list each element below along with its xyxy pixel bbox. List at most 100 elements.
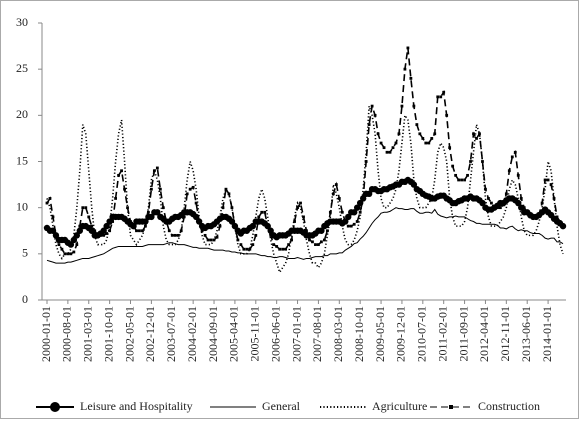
x-tick-label: 2000-08-01 [60,306,74,362]
y-tick-label: 20 [16,107,28,121]
point [60,247,64,251]
point [123,187,126,191]
point [518,204,525,211]
point [212,238,216,242]
point [320,240,323,244]
point [245,247,249,251]
x-tick-label: 2013-06-01 [519,306,533,362]
point [531,215,535,219]
point [191,185,195,189]
x-tick-label: 2010-07-01 [415,306,429,362]
point [278,247,282,251]
point [224,187,228,191]
point [433,132,437,136]
point [430,137,434,140]
point [445,113,449,117]
point [302,215,305,219]
point [351,209,358,216]
point [311,240,314,244]
point [418,132,422,136]
x-tick-label: 2004-02-01 [185,306,199,362]
point [70,236,78,244]
point [540,201,544,205]
y-tick-label: 0 [22,292,28,306]
legend-label: Construction [478,399,540,413]
point [148,213,155,221]
point [90,224,94,228]
point [334,183,338,186]
point [66,252,70,256]
point [501,203,505,207]
point [75,243,79,246]
point [385,150,389,154]
point [382,146,386,150]
x-tick-label: 2005-04-01 [227,306,241,362]
point [546,178,550,182]
point [492,206,496,210]
point [185,192,189,196]
x-tick-label: 2009-12-01 [394,306,408,362]
point [161,206,165,210]
point [179,229,183,233]
y-tick-label: 10 [16,199,28,213]
point [275,245,279,248]
point [48,197,52,200]
point [516,173,520,177]
point [490,201,493,205]
point [102,233,106,237]
legend-marker [449,405,453,409]
x-tick-label: 2008-10-01 [352,306,366,362]
y-tick-label: 30 [16,15,28,29]
point [328,210,332,214]
point [167,229,171,233]
point [442,90,446,94]
point [498,206,502,210]
point [78,224,82,228]
point [519,197,523,200]
point [421,137,425,140]
point [227,192,231,196]
point [534,215,538,219]
point [561,224,565,228]
point [266,224,270,228]
point [126,206,129,210]
legend-marker [50,402,60,412]
x-tick-label: 2011-02-01 [435,306,449,362]
y-tick-label: 15 [16,153,28,167]
point [188,187,192,191]
point [510,155,514,159]
point [481,160,484,163]
point [99,233,103,237]
point [155,166,159,170]
point [331,192,335,196]
point [200,229,204,233]
point [448,146,452,150]
point [63,252,67,256]
legend-label: Leisure and Hospitality [80,399,193,413]
point [206,238,210,242]
point [114,197,118,200]
point [346,224,350,228]
point [87,215,91,219]
point [466,173,469,177]
point [194,201,198,205]
x-tick-label: 2008-03-01 [331,306,345,362]
point [251,243,255,246]
point [293,220,296,223]
point [376,132,380,136]
point [51,215,55,219]
x-tick-label: 2012-04-01 [477,306,491,362]
point [57,243,61,246]
point [138,229,141,233]
y-tick-label: 25 [16,61,28,75]
point [318,227,325,234]
point [543,178,547,182]
point [45,201,49,205]
point [284,247,288,251]
point [507,169,511,173]
point [388,150,392,154]
point [272,243,276,246]
point [96,233,100,237]
point [340,210,344,214]
